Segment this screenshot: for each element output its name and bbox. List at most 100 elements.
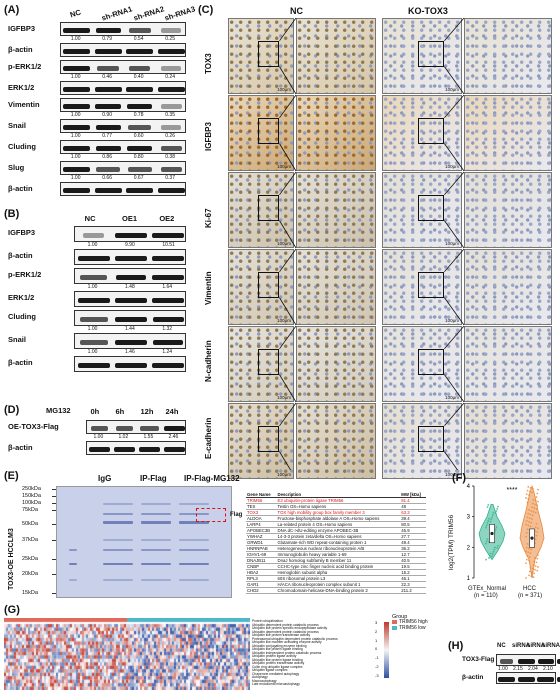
violin-point — [537, 527, 539, 530]
violin-median — [530, 536, 534, 540]
panel-g-legend-title: Group — [392, 614, 408, 620]
panel-a-quant-value: 0.67 — [133, 175, 144, 181]
violin-point — [527, 512, 530, 515]
violin-point — [533, 507, 536, 509]
panel-b-band — [115, 255, 147, 261]
panel-a-band — [157, 86, 185, 92]
gel-band — [103, 513, 133, 515]
significance-label: **** — [507, 487, 518, 494]
panel-a-band — [160, 166, 182, 172]
ms-table-cell: HBA2 — [246, 569, 277, 576]
colorbar-tick-label: -2 — [375, 664, 379, 669]
ms-table-cell: IGHV1-69 — [246, 551, 277, 558]
panel-b-quant-value: 1.48 — [125, 284, 135, 290]
violin-point — [532, 498, 535, 501]
panel-a-band — [63, 166, 91, 172]
panel-d-band — [163, 446, 186, 452]
panel-f-violin-chart: 1 2 3 4 **** — [467, 484, 545, 582]
violin-point — [492, 511, 495, 514]
panel-a-letter: (A) — [4, 4, 20, 16]
violin-point — [533, 572, 536, 575]
ihc-zoom-box — [418, 40, 445, 67]
panel-h-lane-label: NC — [497, 643, 506, 649]
panel-h-band — [537, 676, 555, 682]
panel-e-lane-ipflag-mg132: IP-Flag-MG132 — [184, 474, 240, 483]
ihc-row-label: TOX3 — [204, 53, 213, 74]
ihc-row-label: E-cadherin — [204, 417, 213, 459]
panel-h-band — [537, 658, 554, 664]
panel-a-quant-value: 1.00 — [70, 112, 81, 118]
panel-e-flag-label: Flag — [230, 512, 243, 518]
ihc-stain-texture — [297, 173, 375, 247]
panel-h-lane-label: siRNA — [512, 643, 531, 649]
panel-b-lane-label: NC — [84, 214, 96, 223]
heatmap-term-label: Ubiquitin dependent protein catabolic pr… — [252, 629, 319, 634]
panel-e-letter: (E) — [4, 470, 19, 482]
panel-c-col-ko: KO-TOX3 — [408, 6, 448, 16]
panel-a-quant-value: 1.00 — [70, 36, 81, 42]
colorbar-tick-label: -1 — [375, 655, 379, 661]
violin-point — [497, 505, 499, 508]
ihc-zoom-box — [257, 117, 280, 144]
panel-b-band — [152, 255, 185, 261]
panel-a-quant-value: 0.37 — [165, 175, 175, 181]
panel-h-lane-label: siRNA — [527, 643, 546, 649]
ms-table-cell: DNA dC->dU-editing enzyme APOBEC-3B — [276, 527, 401, 534]
panel-a-quant-value: 0.54 — [133, 36, 144, 42]
panel-b-quant-value: 1.00 — [87, 242, 98, 248]
ihc-row-label: N-cadherin — [204, 340, 213, 382]
panel-a-quant-value: 0.80 — [133, 154, 144, 160]
ms-col-desc: Description — [276, 492, 401, 498]
panel-a-band — [63, 103, 91, 109]
violin-point — [529, 525, 532, 528]
gel-marker-tick — [52, 496, 57, 497]
panel-c-letter: (C) — [198, 4, 214, 16]
panel-a-band — [161, 124, 182, 130]
violin-point — [492, 550, 495, 553]
violin-point — [533, 560, 536, 563]
ihc-stain-texture — [465, 19, 551, 93]
panel-h-band — [517, 676, 535, 682]
panel-a-blot-strip — [60, 98, 186, 112]
panel-a-band — [127, 103, 153, 109]
panel-a-row-label: ERK1/2 — [8, 83, 35, 92]
panel-d-row-label: OE-TOX3-Flag — [8, 422, 59, 431]
panel-a-lane-label: NC — [68, 7, 82, 20]
gel-band — [103, 521, 133, 524]
gel-marker-label: 50kDa — [22, 521, 38, 527]
panel-b-band — [152, 232, 185, 238]
panel-b-quant-value: 1.00 — [87, 349, 98, 355]
violin-point — [488, 557, 490, 559]
violin-point — [531, 487, 534, 490]
violin-point — [526, 501, 529, 504]
panel-b-quant-value: 1.24 — [162, 349, 173, 355]
ms-table-cell: TES — [246, 503, 277, 510]
ms-table-row: TRIM56 E3 ubiquitin-protein ligase TRIM56… — [246, 497, 426, 504]
ms-table-cell: 211.2 — [400, 587, 426, 594]
gel-band — [141, 563, 171, 565]
panel-a-band — [96, 166, 121, 172]
panel-b-band — [115, 316, 147, 322]
violin-point — [487, 520, 490, 522]
panel-g-letter: (G) — [4, 604, 20, 616]
panel-b-row-label: β-actin — [8, 358, 33, 367]
panel-a-quant-value: 0.25 — [165, 36, 175, 42]
ihc-scale-label: 100μm — [445, 472, 459, 477]
panel-a-row-label: IGFBP3 — [8, 24, 36, 33]
ms-table-cell: Glutamate-rich WD repeat-containing prot… — [276, 539, 401, 546]
heatmap-term-label: Chaperone mediated autophagy — [252, 671, 300, 676]
violin-point — [497, 544, 499, 547]
panel-f-n-0: (n = 110) — [474, 593, 498, 599]
gel-marker-label: 37kDa — [22, 537, 38, 543]
panel-a-quant-value: 0.86 — [102, 154, 112, 160]
panel-g-heatmap — [4, 618, 250, 690]
panel-b-band — [115, 297, 147, 303]
panel-d-lane-label: 6h — [115, 407, 125, 416]
violin-point — [528, 490, 531, 493]
violin-point — [495, 526, 498, 528]
panel-a-quant-value: 0.78 — [133, 112, 144, 118]
ihc-zoom-tile — [296, 95, 376, 171]
violin-point — [536, 557, 539, 560]
ms-table-row: ALDOA Fructose-bisphosphate aldolase A OS… — [246, 515, 426, 522]
violin-point — [526, 489, 529, 492]
